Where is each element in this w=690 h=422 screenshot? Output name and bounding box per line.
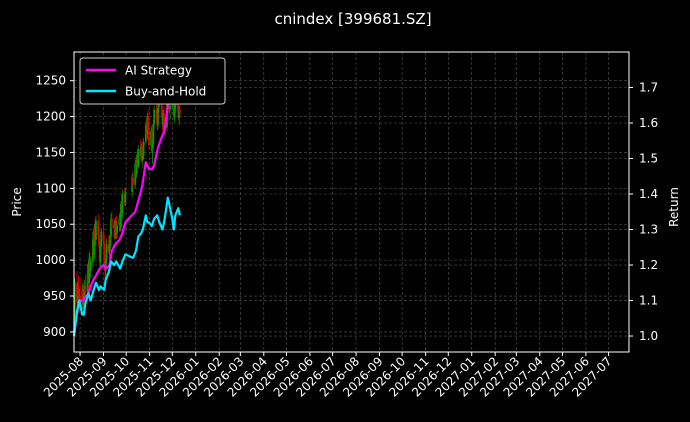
candle-body [93, 227, 96, 255]
candle-body [155, 109, 158, 117]
candle-body [99, 247, 102, 262]
candle-body [116, 225, 118, 233]
legend-label-buy-and-hold: Buy-and-Hold [125, 85, 206, 99]
y-tick-label-left: 1050 [35, 217, 66, 231]
candle-body [141, 156, 144, 160]
legend-label-ai-strategy: AI Strategy [125, 64, 192, 78]
y-tick-label-right: 1.2 [639, 258, 658, 272]
candle-body [103, 242, 106, 268]
y-tick-label-left: 950 [43, 289, 66, 303]
candle-body [89, 261, 92, 271]
candle-body [153, 109, 156, 124]
candle-body [104, 260, 107, 271]
candle-body [137, 148, 140, 167]
candle-body [100, 231, 103, 248]
y-tick-label-left: 1150 [35, 145, 66, 159]
candle-body [160, 102, 163, 117]
y-tick-label-right: 1.3 [639, 223, 658, 237]
candle-body [109, 235, 112, 246]
legend-box [79, 57, 226, 105]
y-axis-title-right: Return [667, 187, 681, 227]
candle-body [178, 109, 181, 114]
candle-body [102, 231, 105, 243]
candle-body [97, 220, 100, 236]
candle-body [124, 191, 127, 203]
y-tick-label-left: 1000 [35, 253, 66, 267]
buy-and-hold-line [72, 196, 181, 337]
y-tick-label-left: 1100 [35, 181, 66, 195]
y-tick-label-left: 1250 [35, 74, 66, 88]
chart-title: cnindex [399681.SZ] [274, 10, 431, 28]
y-tick-label-left: 1200 [35, 110, 66, 124]
plot-frame [73, 51, 630, 353]
y-axis-title-left: Price [10, 187, 24, 216]
candle-body [157, 107, 159, 126]
candle-body [84, 285, 87, 293]
candle-body [108, 245, 111, 252]
candle-body [169, 105, 171, 110]
y-tick-label-right: 1.1 [639, 294, 658, 308]
y-tick-label-right: 1.0 [639, 329, 658, 343]
candle-body [121, 194, 124, 214]
candle-body [147, 129, 150, 146]
candle-body [142, 141, 145, 157]
candle-body [147, 116, 150, 130]
candle-body [119, 204, 122, 228]
y-tick-label-right: 1.6 [639, 116, 658, 130]
series-lines [72, 83, 181, 337]
candle-body [73, 283, 76, 329]
candle-body [150, 130, 153, 149]
candle-body [105, 244, 108, 261]
y-tick-label-right: 1.5 [639, 152, 658, 166]
y-tick-label-right: 1.4 [639, 187, 658, 201]
candle-body [163, 113, 165, 123]
candle-body [178, 109, 181, 119]
candle-body [173, 109, 176, 117]
candle-body [141, 146, 143, 160]
candle-body [98, 235, 100, 246]
candle-body [151, 143, 154, 149]
legend: AI Strategy Buy-and-Hold [79, 57, 226, 105]
candlesticks [73, 72, 181, 336]
y-tick-label-left: 900 [43, 325, 66, 339]
candle-body [172, 98, 175, 117]
candle-body [132, 177, 134, 185]
y-tick-label-right: 1.7 [639, 81, 658, 95]
candle-body [95, 220, 97, 241]
candle-body [152, 123, 155, 144]
candle-body [110, 218, 113, 228]
